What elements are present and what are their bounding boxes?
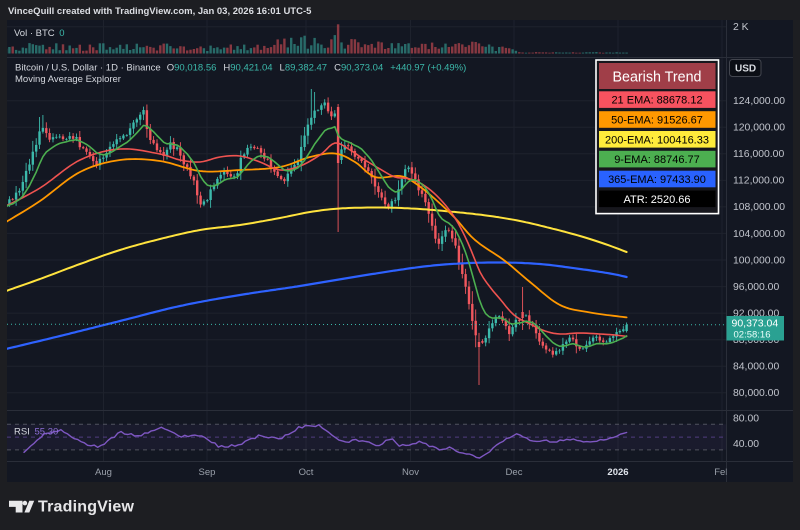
svg-text:90,373.04: 90,373.04 — [732, 318, 779, 330]
svg-text:365-EMA: 97433.90: 365-EMA: 97433.90 — [608, 174, 706, 186]
svg-text:200-EMA: 100416.33: 200-EMA: 100416.33 — [605, 134, 709, 146]
svg-text:84,000.00: 84,000.00 — [733, 362, 779, 373]
svg-text:Bitcoin / U.S. Dollar · 1D · B: Bitcoin / U.S. Dollar · 1D · Binance O90,… — [15, 63, 466, 74]
svg-text:92,000.00: 92,000.00 — [733, 308, 779, 319]
svg-text:Aug: Aug — [95, 467, 112, 478]
svg-text:40.00: 40.00 — [733, 439, 759, 450]
svg-text:112,000.00: 112,000.00 — [733, 176, 784, 187]
svg-text:100,000.00: 100,000.00 — [733, 255, 785, 266]
svg-text:Nov: Nov — [402, 467, 419, 478]
svg-text:Oct: Oct — [299, 467, 314, 478]
svg-text:96,000.00: 96,000.00 — [733, 282, 779, 293]
svg-text:9-EMA: 88746.77: 9-EMA: 88746.77 — [614, 154, 700, 166]
svg-text:ATR: 2520.66: ATR: 2520.66 — [623, 194, 690, 206]
svg-text:80.00: 80.00 — [733, 413, 759, 424]
svg-text:Bearish Trend: Bearish Trend — [612, 70, 701, 86]
svg-text:02:58:16: 02:58:16 — [734, 330, 771, 341]
svg-text:Sep: Sep — [199, 467, 216, 478]
svg-text:TradingView: TradingView — [38, 499, 135, 516]
svg-text:VinceQuill created with Tradin: VinceQuill created with TradingView.com,… — [8, 6, 312, 17]
svg-text:2026: 2026 — [607, 467, 628, 478]
svg-text:2 K: 2 K — [733, 22, 749, 33]
svg-text:50-EMA: 91526.67: 50-EMA: 91526.67 — [611, 115, 703, 127]
svg-text:RSI 55.30: RSI 55.30 — [14, 427, 58, 438]
svg-text:Dec: Dec — [506, 467, 523, 478]
svg-text:Moving Average Explorer: Moving Average Explorer — [15, 74, 121, 85]
svg-text:80,000.00: 80,000.00 — [733, 388, 779, 399]
svg-text:108,000.00: 108,000.00 — [733, 202, 785, 213]
svg-text:116,000.00: 116,000.00 — [733, 149, 784, 160]
svg-text:120,000.00: 120,000.00 — [733, 123, 785, 134]
svg-text:USD: USD — [735, 64, 756, 75]
svg-text:104,000.00: 104,000.00 — [733, 229, 785, 240]
svg-text:Vol · BTC 0: Vol · BTC 0 — [14, 28, 65, 39]
svg-text:21 EMA: 88678.12: 21 EMA: 88678.12 — [611, 95, 702, 107]
svg-text:124,000.00: 124,000.00 — [733, 96, 785, 107]
svg-text:Feb: Feb — [714, 467, 730, 478]
